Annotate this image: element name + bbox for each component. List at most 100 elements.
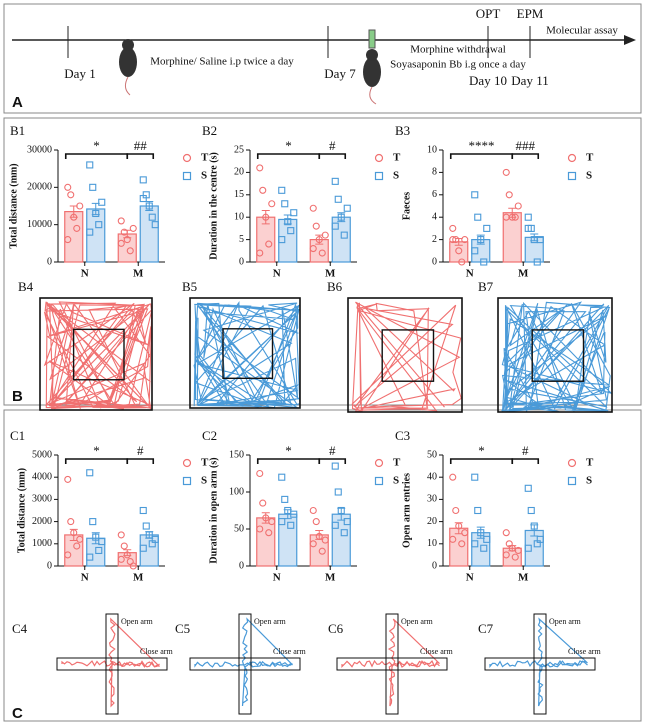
x-tick-label: M <box>518 268 529 280</box>
open-arm <box>533 613 547 715</box>
data-point <box>89 518 97 526</box>
data-point <box>256 469 264 478</box>
significance-label: * <box>285 138 292 153</box>
y-axis-label: Duration in open arm (s) <box>208 457 219 563</box>
x-tick-label: N <box>466 572 474 584</box>
track <box>351 301 462 413</box>
error-bar <box>261 209 270 225</box>
data-point <box>70 529 78 537</box>
legend-marker <box>374 153 384 163</box>
data-point <box>337 213 345 221</box>
data-point <box>530 522 538 530</box>
data-point <box>471 540 479 548</box>
data-point <box>334 195 342 203</box>
timeline-note: Morphine withdrawal <box>410 44 506 56</box>
data-point <box>477 236 485 244</box>
y-tick-label: 3000 <box>32 494 52 505</box>
data-point <box>331 177 339 185</box>
data-point <box>321 536 329 544</box>
panel-letter: A <box>12 94 23 111</box>
data-point <box>527 506 535 515</box>
data-point <box>337 506 345 515</box>
x-tick-label: M <box>133 268 144 280</box>
y-tick-label: 25 <box>234 144 244 155</box>
y-tick-label: 100 <box>229 486 244 497</box>
data-point <box>511 553 519 561</box>
x-tick-label: M <box>325 268 336 280</box>
significance-bracket <box>449 153 514 159</box>
track <box>341 618 440 707</box>
y-tick-label: 6 <box>432 189 437 200</box>
data-point <box>123 551 131 559</box>
data-point <box>511 213 519 221</box>
y-tick-label: 1000 <box>32 538 52 549</box>
data-point <box>92 533 100 541</box>
legend-marker <box>182 476 192 486</box>
data-point <box>452 236 460 244</box>
data-point <box>117 555 125 563</box>
data-point <box>505 191 513 199</box>
significance-bracket <box>256 458 321 464</box>
track <box>193 301 301 409</box>
y-tick-label: 0 <box>239 256 244 267</box>
legend-marker <box>374 476 384 486</box>
data-point <box>480 258 488 266</box>
data-point <box>86 161 94 169</box>
significance-label: # <box>522 443 529 458</box>
data-point <box>471 473 479 481</box>
close-arm-label: Close arm <box>273 647 306 656</box>
data-point <box>145 202 153 210</box>
data-point <box>86 228 94 236</box>
data-point <box>256 525 264 533</box>
significance-label: # <box>329 138 336 153</box>
close-arm-label: Close arm <box>140 647 173 656</box>
significance-label: # <box>329 443 336 458</box>
data-point <box>480 544 488 552</box>
data-point <box>151 535 159 543</box>
legend-label: T <box>586 152 594 164</box>
x-tick-label: N <box>466 268 474 280</box>
panel-label: C4 <box>12 621 28 636</box>
center-zone <box>72 328 125 381</box>
open-arm-label: Open arm <box>549 617 582 626</box>
y-tick-label: 20 <box>234 167 244 178</box>
timeline-note: Soyasaponin Bb i.g once a day <box>390 59 526 71</box>
y-axis-label: Faeces <box>401 192 412 220</box>
y-tick-label: 10 <box>234 211 244 222</box>
x-tick-label: M <box>518 572 529 584</box>
data-point <box>502 529 510 537</box>
data-point <box>449 535 457 543</box>
significance-label: ## <box>134 138 148 153</box>
significance-label: * <box>285 443 292 458</box>
data-point <box>98 538 106 546</box>
panel-letter: B <box>12 388 23 405</box>
data-point <box>117 239 125 247</box>
data-point <box>474 506 482 515</box>
significance-label: ### <box>516 138 536 153</box>
y-axis-label: Open arm entries <box>401 473 412 548</box>
data-point <box>331 521 339 529</box>
data-point <box>126 247 134 255</box>
y-tick-label: 30 <box>427 494 437 505</box>
legend-label: S <box>586 170 592 182</box>
data-point <box>343 204 351 212</box>
significance-bracket <box>126 458 155 464</box>
data-point <box>76 535 84 543</box>
y-tick-label: 2 <box>432 234 437 245</box>
data-point <box>318 249 326 257</box>
data-point <box>120 542 128 550</box>
panel-c-frame <box>3 409 642 722</box>
data-point <box>73 224 81 232</box>
data-point <box>259 186 267 194</box>
data-point <box>502 213 510 221</box>
data-point <box>284 506 292 515</box>
data-point <box>67 191 75 199</box>
data-point <box>278 236 286 244</box>
legend-marker <box>374 171 384 181</box>
close-arm-label: Close arm <box>420 647 453 656</box>
bar <box>278 218 298 263</box>
legend-marker <box>567 153 577 163</box>
day-label: Day 7 <box>324 66 356 81</box>
data-point <box>73 542 81 550</box>
